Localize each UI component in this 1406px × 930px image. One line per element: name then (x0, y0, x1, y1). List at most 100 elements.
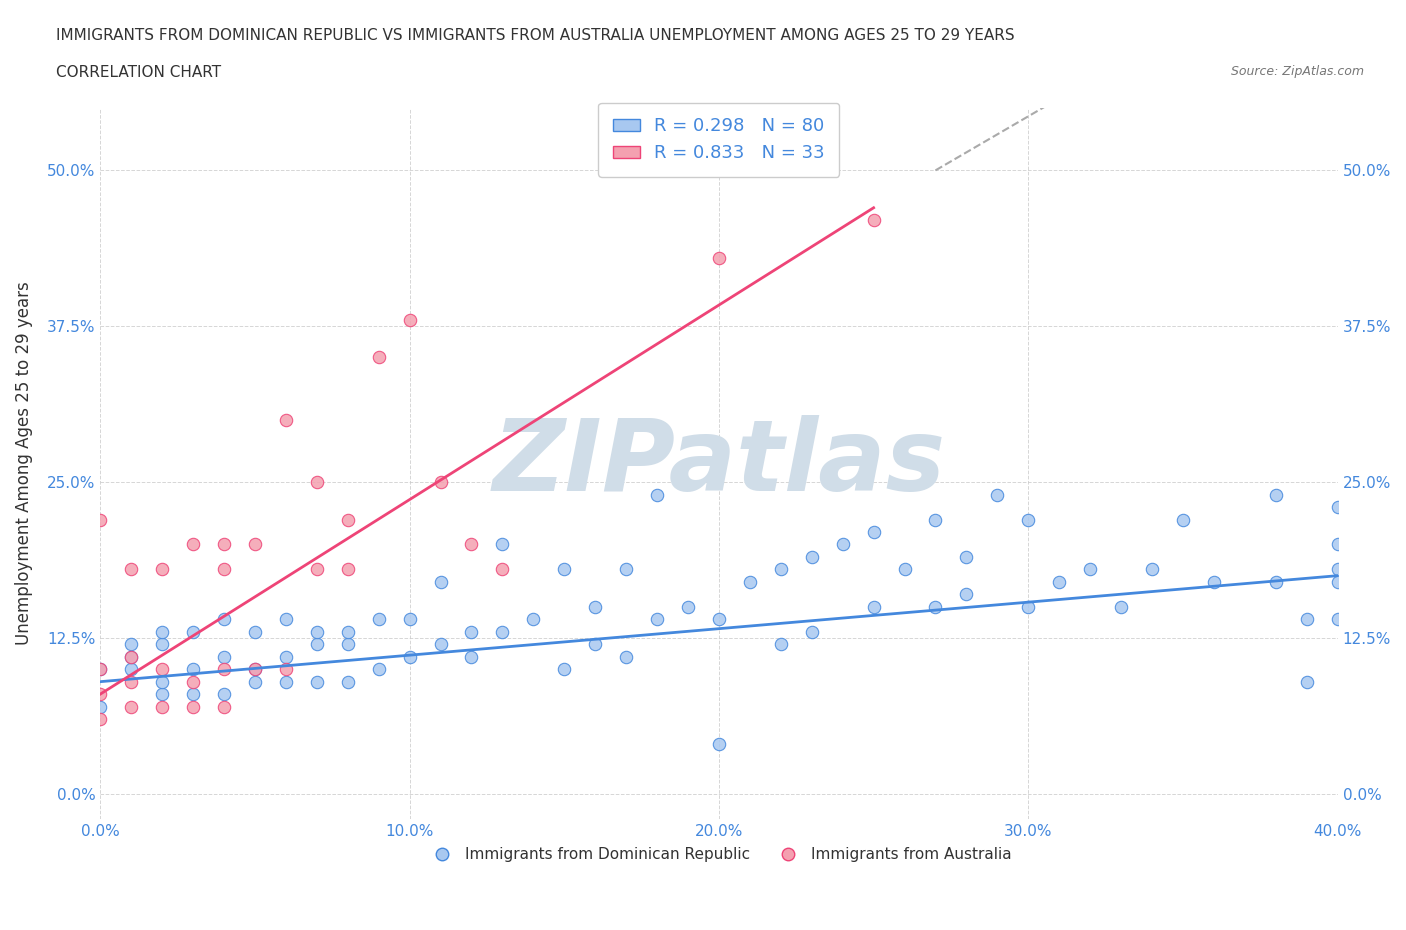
Point (1326, 499, 1348, 514)
Point (120, 562, 142, 577)
Point (150, 686, 173, 701)
Point (120, 637, 142, 652)
Point (243, 662, 266, 677)
Point (212, 537, 235, 551)
Point (212, 662, 235, 677)
Point (491, 624, 513, 639)
Point (1295, 612, 1317, 627)
Point (491, 537, 513, 551)
Point (583, 637, 606, 652)
Point (924, 512, 946, 527)
Y-axis label: Unemployment Among Ages 25 to 29 years: Unemployment Among Ages 25 to 29 years (15, 282, 32, 645)
Legend: Immigrants from Dominican Republic, Immigrants from Australia: Immigrants from Dominican Republic, Immi… (420, 841, 1018, 868)
Point (862, 525, 884, 539)
Point (553, 562, 575, 577)
Point (243, 662, 266, 677)
Point (1140, 562, 1163, 577)
Text: Source: ZipAtlas.com: Source: ZipAtlas.com (1230, 65, 1364, 78)
Point (1078, 562, 1101, 577)
Point (707, 612, 730, 627)
Point (800, 624, 823, 639)
Point (491, 562, 513, 577)
Point (181, 674, 204, 689)
Point (274, 662, 297, 677)
Point (89, 699, 111, 714)
Point (120, 699, 142, 714)
Point (460, 649, 482, 664)
Point (645, 487, 668, 502)
Point (553, 662, 575, 677)
Point (274, 674, 297, 689)
Point (274, 412, 297, 427)
Point (676, 600, 699, 615)
Point (645, 612, 668, 627)
Point (274, 612, 297, 627)
Point (243, 674, 266, 689)
Point (1264, 487, 1286, 502)
Point (398, 649, 420, 664)
Point (460, 537, 482, 551)
Point (429, 637, 451, 652)
Point (120, 649, 142, 664)
Point (367, 612, 389, 627)
Point (150, 637, 173, 652)
Point (1047, 575, 1070, 590)
Point (89, 686, 111, 701)
Point (150, 662, 173, 677)
Point (181, 662, 204, 677)
Point (274, 649, 297, 664)
Point (367, 350, 389, 365)
Point (305, 624, 328, 639)
Point (862, 600, 884, 615)
Point (583, 600, 606, 615)
Point (181, 624, 204, 639)
Point (986, 487, 1008, 502)
Point (150, 624, 173, 639)
Point (181, 537, 204, 551)
Point (305, 474, 328, 489)
Point (305, 674, 328, 689)
Point (955, 550, 977, 565)
Point (614, 649, 637, 664)
Point (1295, 674, 1317, 689)
Point (336, 512, 359, 527)
Point (955, 587, 977, 602)
Point (243, 537, 266, 551)
Point (150, 562, 173, 577)
Point (120, 674, 142, 689)
Point (460, 624, 482, 639)
Point (212, 562, 235, 577)
Point (398, 312, 420, 327)
Point (89, 662, 111, 677)
Point (893, 562, 915, 577)
Point (862, 213, 884, 228)
Point (336, 562, 359, 577)
Point (1202, 575, 1225, 590)
Point (212, 699, 235, 714)
Point (212, 649, 235, 664)
Point (120, 662, 142, 677)
Point (1109, 600, 1132, 615)
Point (243, 624, 266, 639)
Point (429, 575, 451, 590)
Point (1326, 562, 1348, 577)
Text: ZIPatlas: ZIPatlas (492, 415, 945, 512)
Point (181, 686, 204, 701)
Point (89, 662, 111, 677)
Point (305, 562, 328, 577)
Point (522, 612, 544, 627)
Point (89, 711, 111, 726)
Point (367, 662, 389, 677)
Point (336, 637, 359, 652)
Point (614, 562, 637, 577)
Point (181, 699, 204, 714)
Point (398, 612, 420, 627)
Point (769, 562, 792, 577)
Text: CORRELATION CHART: CORRELATION CHART (56, 65, 221, 80)
Point (1326, 612, 1348, 627)
Point (1326, 537, 1348, 551)
Point (1171, 512, 1194, 527)
Point (831, 537, 853, 551)
Point (212, 686, 235, 701)
Point (769, 637, 792, 652)
